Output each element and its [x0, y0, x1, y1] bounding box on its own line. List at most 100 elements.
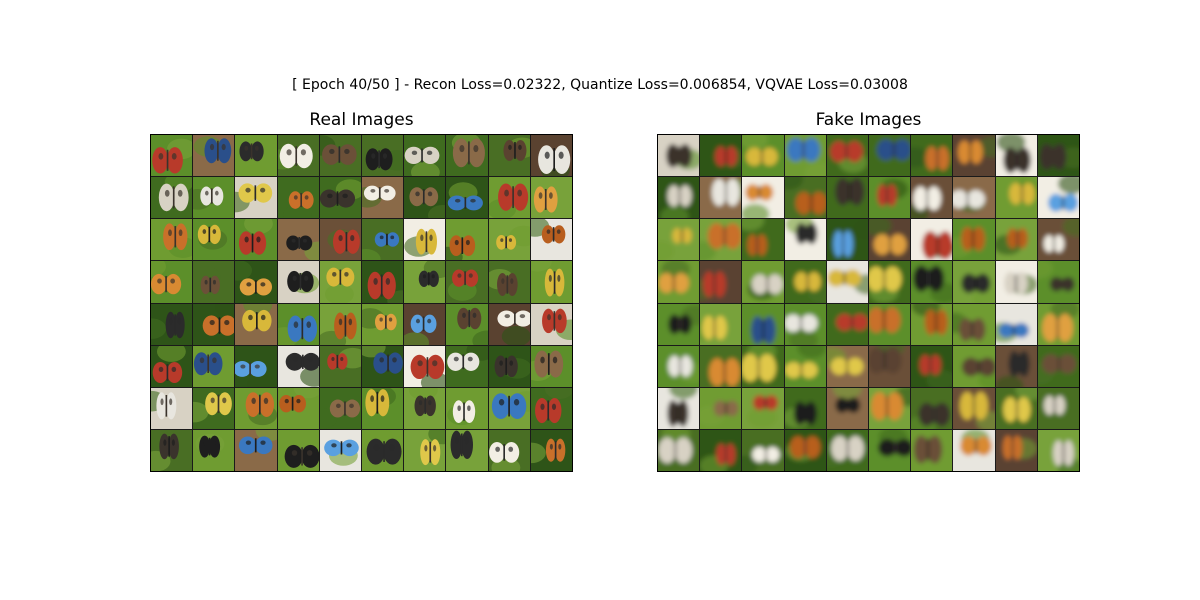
butterfly-image: [742, 261, 784, 303]
butterfly-image: [784, 219, 826, 261]
real-image-tile: [151, 387, 193, 429]
butterfly-image: [995, 135, 1037, 177]
real-image-tile: [530, 177, 572, 219]
fake-image-tile: [658, 345, 700, 387]
real-image-tile: [404, 177, 446, 219]
butterfly-image: [911, 429, 953, 471]
real-image-tile: [530, 387, 572, 429]
real-image-tile: [362, 345, 404, 387]
butterfly-image: [151, 177, 193, 219]
real-image-tile: [235, 135, 277, 177]
butterfly-image: [530, 261, 572, 303]
butterfly-image: [235, 429, 277, 471]
butterfly-image: [362, 177, 404, 219]
real-image-tile: [488, 261, 530, 303]
butterfly-image: [488, 261, 530, 303]
real-image-tile: [446, 345, 488, 387]
fake-image-tile: [1037, 303, 1079, 345]
butterfly-image: [869, 345, 911, 387]
fake-image-tile: [953, 387, 995, 429]
butterfly-image: [658, 387, 700, 429]
fake-image-tile: [742, 177, 784, 219]
fake-image-tile: [1037, 219, 1079, 261]
butterfly-image: [446, 303, 488, 345]
fake-image-tile: [1037, 429, 1079, 471]
butterfly-image: [826, 177, 868, 219]
butterfly-image: [826, 135, 868, 177]
butterfly-image: [193, 345, 235, 387]
fake-image-tile: [742, 261, 784, 303]
fake-image-tile: [869, 177, 911, 219]
butterfly-image: [1037, 177, 1079, 219]
real-image-tile: [319, 261, 361, 303]
fake-image-tile: [784, 177, 826, 219]
butterfly-image: [151, 387, 193, 429]
real-image-tile: [530, 135, 572, 177]
real-image-tile: [404, 303, 446, 345]
butterfly-image: [784, 135, 826, 177]
real-image-tile: [530, 261, 572, 303]
butterfly-image: [319, 261, 361, 303]
fake-image-tile: [826, 303, 868, 345]
fake-images-title: Fake Images: [815, 110, 922, 130]
real-image-tile: [277, 429, 319, 471]
butterfly-image: [911, 261, 953, 303]
butterfly-image: [869, 387, 911, 429]
butterfly-image: [658, 219, 700, 261]
real-image-tile: [235, 387, 277, 429]
real-image-tile: [277, 303, 319, 345]
butterfly-image: [784, 387, 826, 429]
butterfly-image: [277, 429, 319, 471]
butterfly-image: [193, 303, 235, 345]
butterfly-image: [784, 177, 826, 219]
real-image-tile: [446, 177, 488, 219]
butterfly-image: [488, 429, 530, 471]
butterfly-image: [446, 345, 488, 387]
real-image-tile: [151, 177, 193, 219]
butterfly-image: [362, 135, 404, 177]
real-image-tile: [235, 345, 277, 387]
fake-image-tile: [784, 219, 826, 261]
real-image-tile: [235, 261, 277, 303]
fake-image-tile: [700, 345, 742, 387]
real-image-tile: [362, 177, 404, 219]
fake-image-tile: [826, 177, 868, 219]
real-image-tile: [319, 429, 361, 471]
butterfly-image: [488, 177, 530, 219]
real-image-tile: [530, 429, 572, 471]
butterfly-image: [1037, 135, 1079, 177]
fake-image-tile: [658, 177, 700, 219]
real-image-tile: [488, 387, 530, 429]
fake-image-tile: [742, 135, 784, 177]
butterfly-image: [658, 135, 700, 177]
butterfly-image: [911, 177, 953, 219]
butterfly-image: [700, 261, 742, 303]
fake-image-tile: [911, 387, 953, 429]
fake-image-tile: [869, 303, 911, 345]
fake-images-grid: [657, 134, 1080, 472]
butterfly-image: [530, 429, 572, 471]
butterfly-image: [911, 387, 953, 429]
fake-image-tile: [953, 303, 995, 345]
fake-image-tile: [869, 261, 911, 303]
fake-image-tile: [826, 261, 868, 303]
butterfly-image: [742, 345, 784, 387]
butterfly-image: [235, 219, 277, 261]
real-image-tile: [193, 177, 235, 219]
real-image-tile: [235, 429, 277, 471]
butterfly-image: [953, 177, 995, 219]
butterfly-image: [700, 387, 742, 429]
real-image-tile: [404, 345, 446, 387]
real-image-tile: [488, 345, 530, 387]
fake-image-tile: [826, 345, 868, 387]
butterfly-image: [488, 219, 530, 261]
butterfly-image: [784, 303, 826, 345]
butterfly-image: [700, 429, 742, 471]
butterfly-image: [277, 261, 319, 303]
real-image-tile: [488, 303, 530, 345]
butterfly-image: [530, 177, 572, 219]
butterfly-image: [742, 429, 784, 471]
real-image-tile: [151, 219, 193, 261]
fake-image-tile: [953, 261, 995, 303]
fake-image-tile: [1037, 387, 1079, 429]
